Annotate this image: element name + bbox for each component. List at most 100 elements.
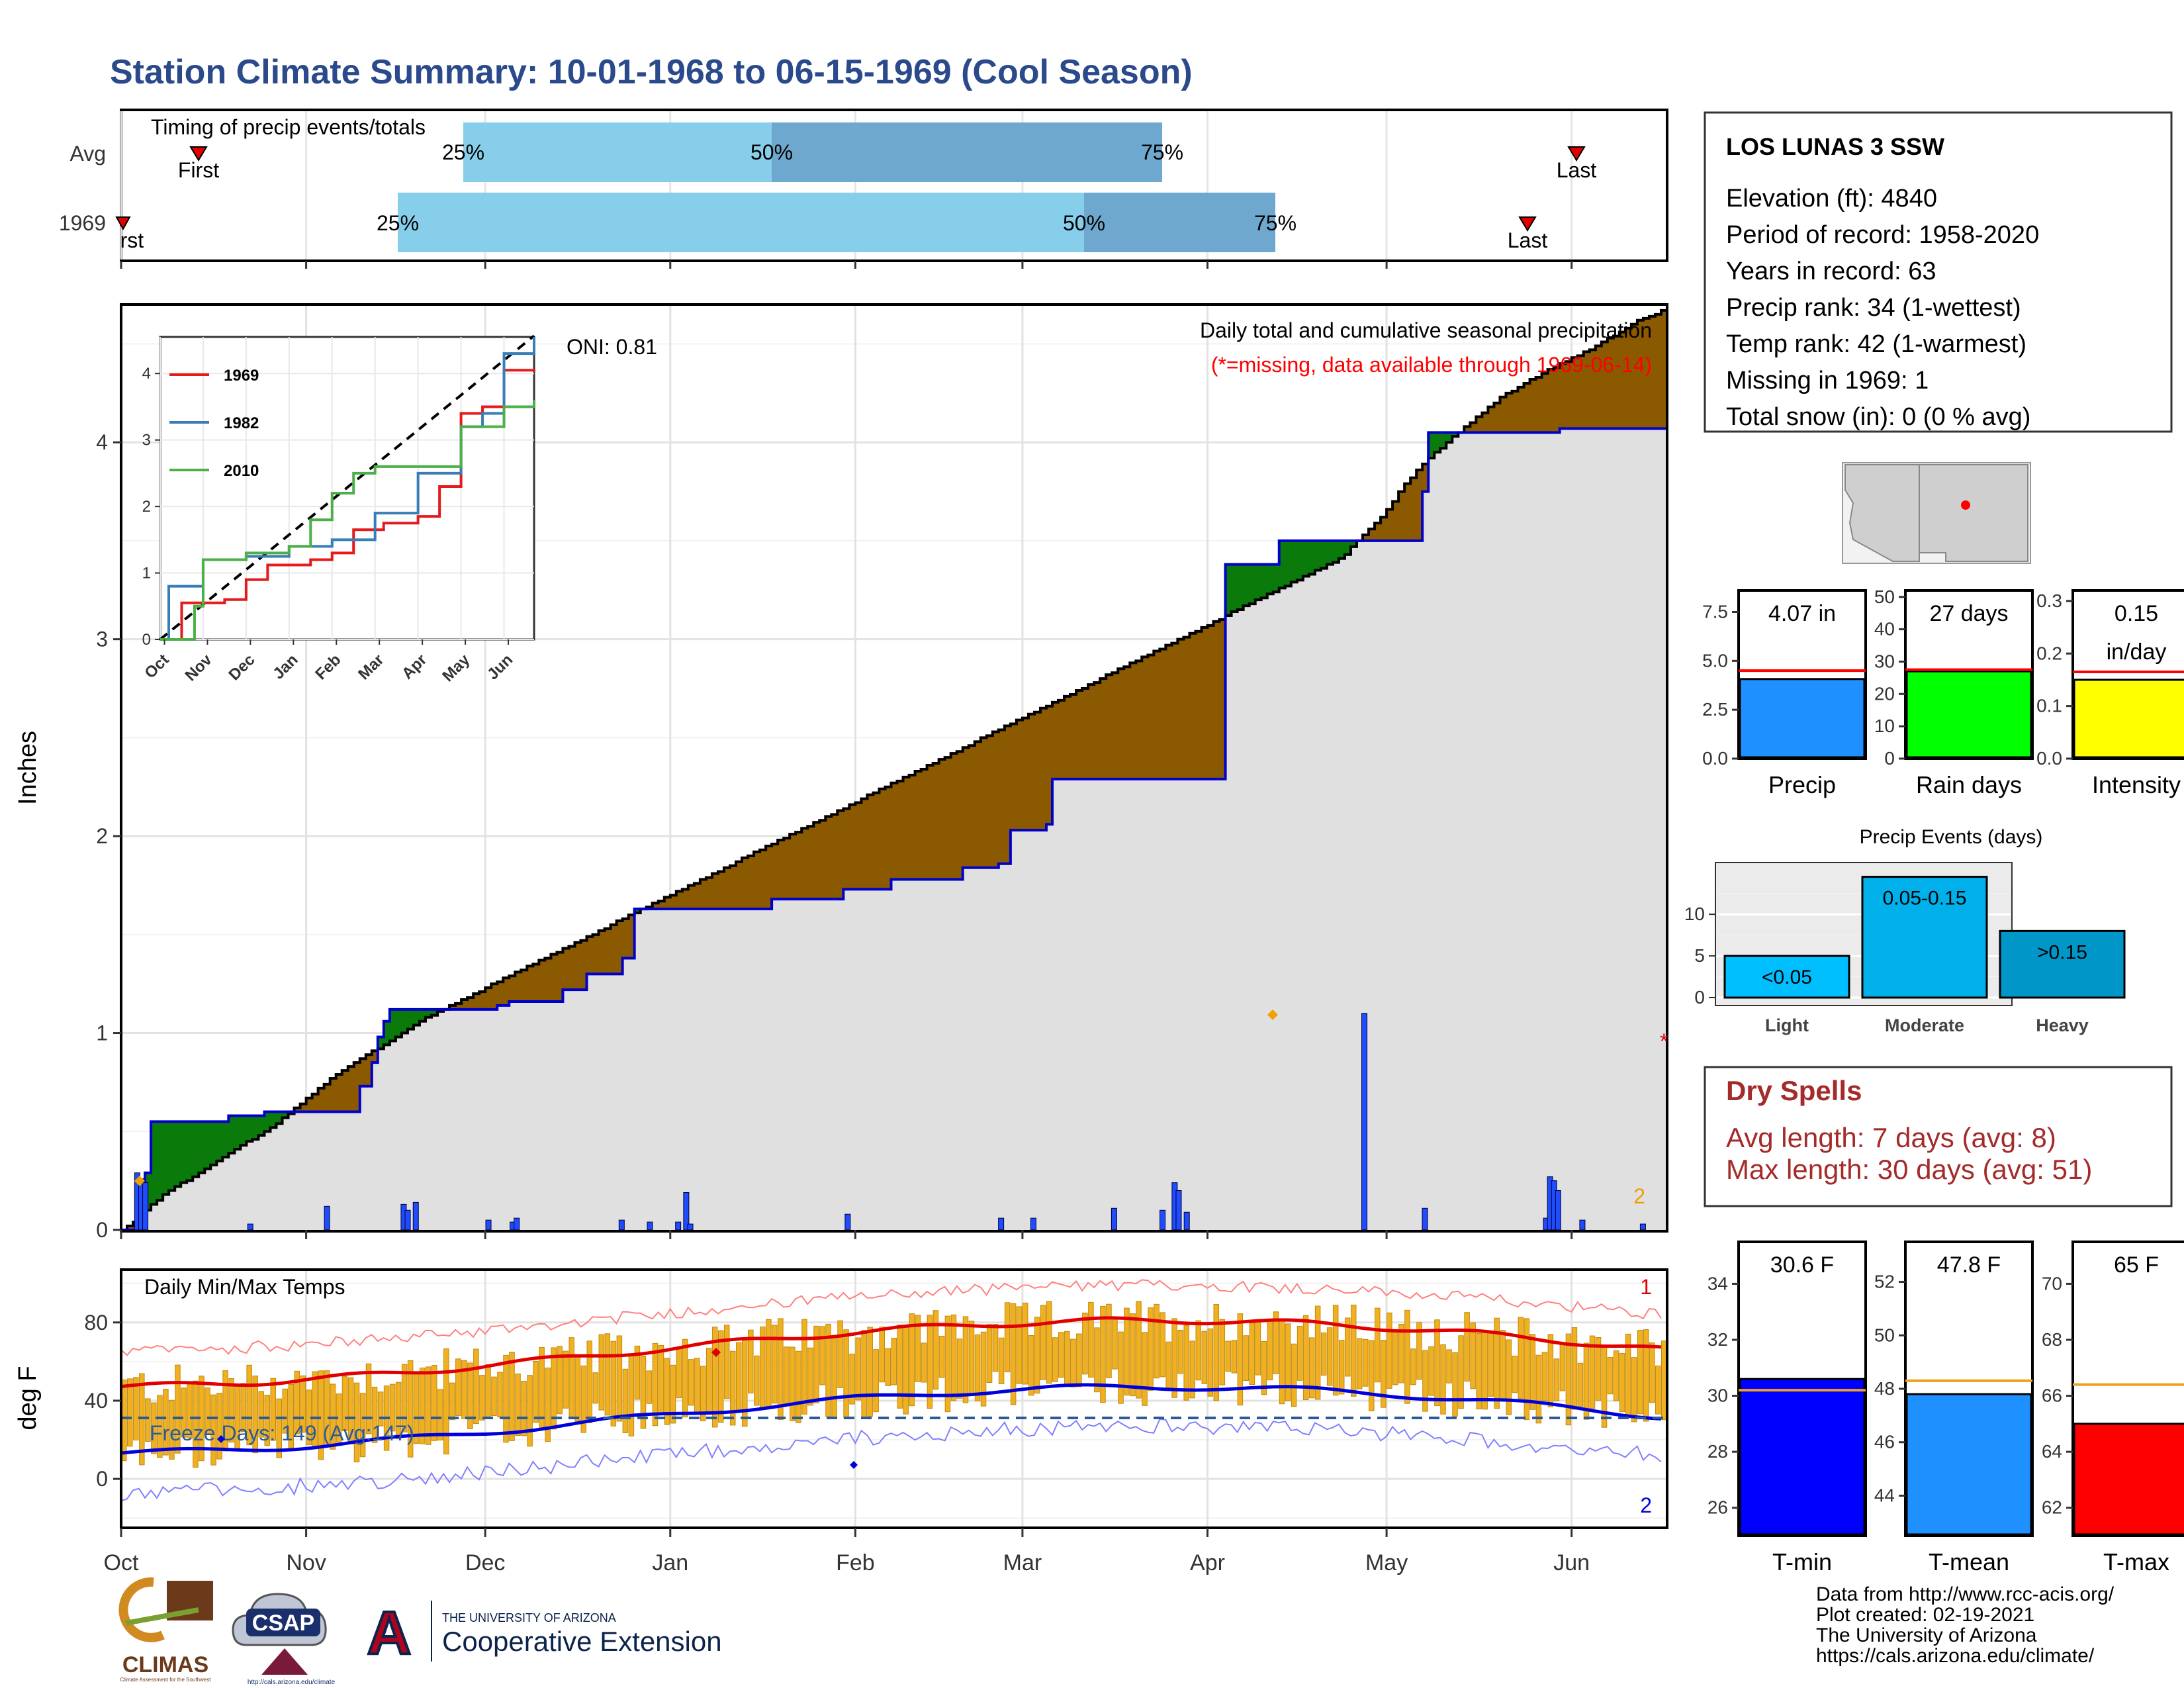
temp-daily-bar (258, 1391, 264, 1438)
timing-1969-last-marker (1518, 216, 1537, 232)
map-state-new-mexico (1919, 464, 2028, 562)
credit-plot-created: Plot created: 02-19-2021 (1816, 1604, 2034, 1626)
gauge-y-tick-label: 70 (2042, 1273, 2062, 1293)
temp-daily-bar (580, 1365, 587, 1433)
temp-daily-bar (1631, 1357, 1637, 1423)
temp-daily-bar (276, 1398, 283, 1458)
temp-daily-bar (413, 1373, 420, 1444)
csap-mountain-icon (261, 1648, 308, 1675)
temp-daily-bar (1482, 1331, 1488, 1410)
temp-daily-bar (1506, 1339, 1512, 1415)
events-category-label: Heavy (2036, 1015, 2089, 1035)
temp-daily-bar (1464, 1312, 1470, 1382)
temp-daily-bar (1452, 1352, 1458, 1417)
temp-daily-bar (1476, 1333, 1482, 1410)
precip-events-title: Precip Events (days) (1860, 826, 2043, 848)
events-category-label: Light (1765, 1015, 1809, 1035)
temp-daily-bar (1404, 1309, 1410, 1404)
temp-panel: 0 40 80 deg F Daily Min/Max Temps Freeze D… (14, 1268, 1668, 1537)
temp-daily-bar (443, 1348, 449, 1455)
temp-daily-bar (401, 1364, 408, 1432)
temp-panel-title: Daily Min/Max Temps (144, 1275, 345, 1299)
temp-daily-bar (909, 1313, 915, 1407)
gauge-y-tick-label: 0.1 (2036, 696, 2062, 716)
daily-precip-bar (485, 1219, 492, 1231)
precip-events-panel: Precip Events (days) 0 5 10 <0.05 Light 0.05-… (1684, 826, 2126, 1035)
temp-daily-bar (1207, 1328, 1214, 1397)
cumulative-1969-line (121, 427, 1667, 1231)
month-axis-label: Nov (286, 1550, 326, 1575)
temp-daily-bar (425, 1366, 432, 1445)
gauge-y-tick-label: 0.0 (1702, 748, 1728, 769)
temp-daily-bar (1512, 1356, 1518, 1393)
temp-daily-bar (246, 1364, 252, 1446)
temp-daily-bar (1601, 1345, 1608, 1428)
temp-daily-bar (1344, 1317, 1351, 1377)
timing-row-label-avg: Avg (69, 142, 106, 165)
climas-sun-icon (118, 1577, 165, 1642)
gauge-value-text: 47.8 F (1937, 1252, 2001, 1278)
temp-daily-bar (1375, 1307, 1381, 1383)
daily-precip-bar (1422, 1207, 1428, 1231)
precip-header-line1: Daily total and cumulative seasonal prec… (1200, 318, 1652, 342)
month-axis-label: Mar (1003, 1550, 1042, 1575)
temp-daily-bar (986, 1324, 993, 1383)
dry-spells-frame (1704, 1066, 2173, 1207)
temp-daily-bar (365, 1363, 372, 1434)
temp-daily-bar (837, 1320, 843, 1388)
temp-bottom-count: 2 (1640, 1493, 1652, 1517)
temp-daily-bar (670, 1364, 676, 1424)
temp-daily-bar (1058, 1332, 1064, 1378)
gauge-y-tick-label: 28 (1707, 1441, 1728, 1462)
timing-avg-q25: 25% (442, 140, 484, 164)
temp-daily-bar (688, 1359, 694, 1406)
temp-daily-bar (193, 1380, 199, 1468)
temp-daily-bar (1249, 1323, 1255, 1385)
daily-precip-bar (247, 1223, 253, 1231)
temp-daily-bar (801, 1319, 807, 1415)
temp-daily-bar (467, 1362, 473, 1429)
gauge-y-tick-label: 44 (1874, 1485, 1895, 1505)
temp-daily-bar (1387, 1312, 1392, 1389)
gauge-y-tick-label: 0 (1884, 748, 1895, 769)
gauge-y-tick-label: 7.5 (1702, 601, 1728, 622)
temp-gauges: 30.6 F 26 28 30 32 34 T-min 47.8 F 44 46 48 50 52 T-m… (1707, 1241, 2184, 1575)
timing-row-label-1969: 1969 (59, 211, 106, 235)
temp-daily-bar (1326, 1327, 1333, 1386)
inset-line-1982 (160, 337, 535, 641)
gauge-label: Intensity (2092, 771, 2181, 798)
temp-daily-bar (1160, 1312, 1165, 1378)
temp-daily-bar (705, 1348, 712, 1415)
temp-daily-bar (515, 1374, 521, 1436)
precip-y-tick-label: 1 (96, 1021, 108, 1045)
temp-daily-bar (717, 1330, 724, 1423)
logo-csap: CSAP http://cals.arizona.edu/climate (232, 1593, 336, 1686)
temp-daily-bar (569, 1337, 574, 1418)
temp-daily-bar (479, 1375, 485, 1421)
temp-daily-bar (1106, 1303, 1112, 1379)
climas-logo-text: CLIMAS (122, 1652, 208, 1677)
timing-1969-first-label: First (103, 228, 144, 252)
temp-daily-bar (592, 1372, 599, 1404)
csap-label-box (246, 1609, 320, 1636)
first-event-diamond (134, 1176, 145, 1186)
temp-daily-bar (1183, 1325, 1189, 1401)
temp-daily-bar (371, 1386, 378, 1443)
gauge-y-tick-label: 62 (2042, 1497, 2062, 1518)
temp-daily-bar (1458, 1335, 1464, 1409)
gauge-y-tick-label: 46 (1874, 1432, 1895, 1452)
events-y-tick-label: 10 (1684, 904, 1705, 924)
temp-daily-bar (395, 1382, 402, 1439)
daily-precip-bar (404, 1209, 411, 1231)
climas-logo-subtext: Climate Assessment for the Southwest (120, 1677, 212, 1683)
record-min-diamond-1 (217, 1435, 225, 1443)
timing-avg-q50: 50% (751, 140, 793, 164)
temp-daily-bar (491, 1376, 497, 1417)
inset-legend-label: 1969 (224, 367, 259, 385)
freeze-days-label: Freeze Days: 149 (Avg:147) (150, 1421, 414, 1445)
oni-label: ONI: 0.81 (567, 335, 657, 359)
daily-precip-bar (1183, 1211, 1190, 1231)
precip-y-label: Inches (14, 731, 42, 805)
